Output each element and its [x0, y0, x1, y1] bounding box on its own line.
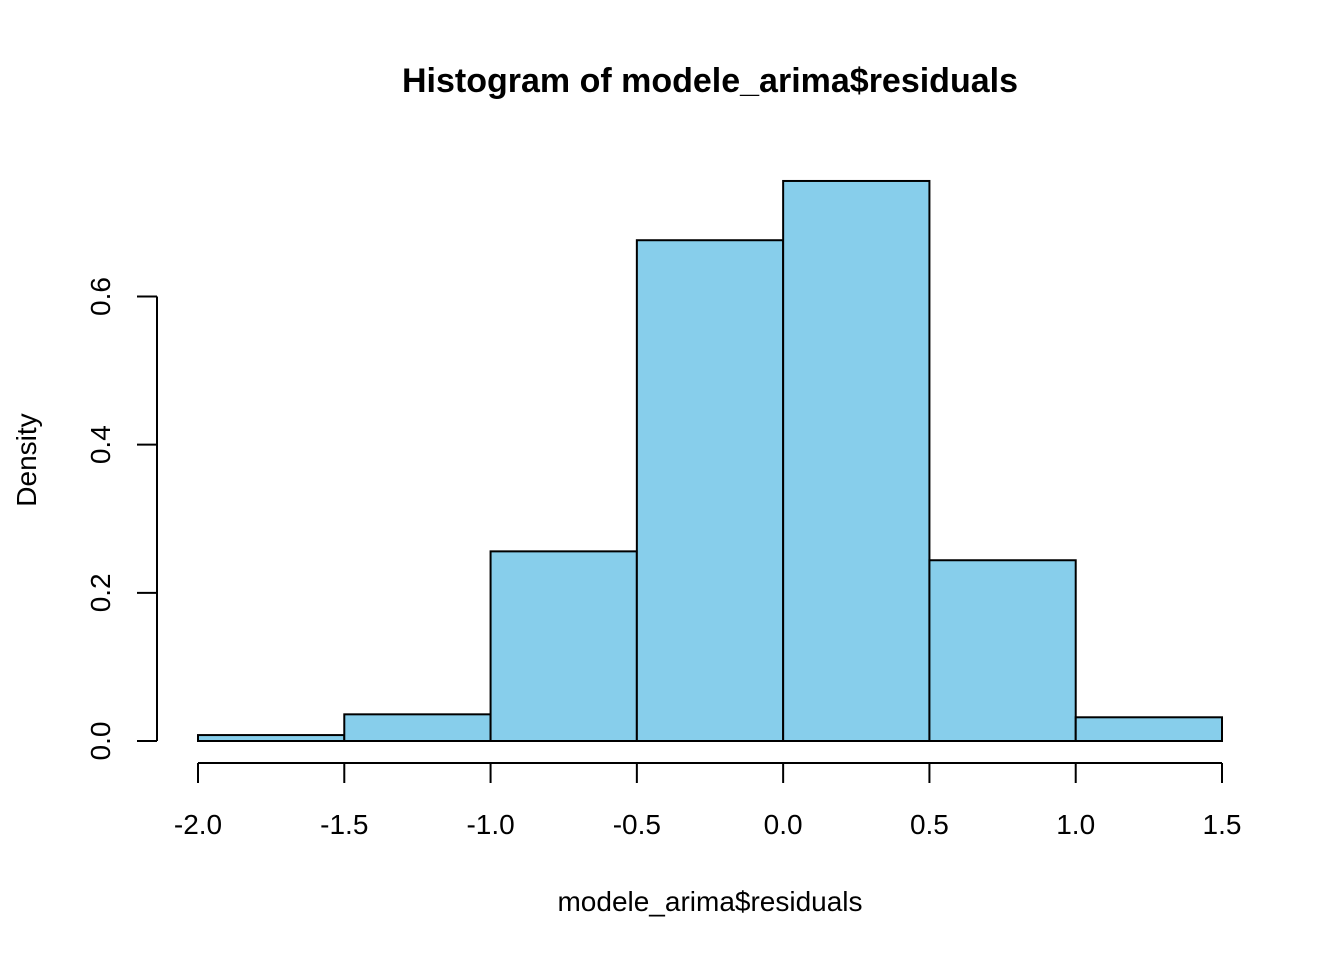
histogram-bar — [197, 734, 346, 742]
y-tick-label: 0.6 — [85, 277, 116, 316]
y-tick-label: 0.0 — [85, 722, 116, 761]
y-tick-label: 0.4 — [85, 425, 116, 464]
y-axis-label: Density — [11, 413, 42, 506]
histogram-bar — [343, 713, 492, 743]
x-tick-label: -1.0 — [466, 809, 514, 840]
y-tick-label: 0.2 — [85, 573, 116, 612]
x-tick-label: -2.0 — [174, 809, 222, 840]
x-tick-label: 1.5 — [1203, 809, 1242, 840]
x-axis: -2.0 -1.5 -1.0 -0.5 0.0 0.5 1.0 1.5 — [174, 762, 1242, 840]
x-axis-label: modele_arima$residuals — [557, 886, 862, 917]
bars-group — [197, 179, 1223, 743]
chart-title: Histogram of modele_arima$residuals — [402, 62, 1018, 100]
x-tick-label: 1.0 — [1056, 809, 1095, 840]
x-tick-label: -0.5 — [613, 809, 661, 840]
x-tick-label: 0.0 — [764, 809, 803, 840]
x-tick-label: -1.5 — [320, 809, 368, 840]
x-tick-label: 0.5 — [910, 809, 949, 840]
histogram-bar — [635, 239, 785, 742]
histogram-bar — [1074, 716, 1223, 743]
histogram-bar — [489, 550, 638, 743]
histogram-bar — [928, 559, 1077, 742]
y-axis: 0.0 0.2 0.4 0.6 — [85, 277, 158, 761]
histogram-bar — [782, 179, 931, 743]
